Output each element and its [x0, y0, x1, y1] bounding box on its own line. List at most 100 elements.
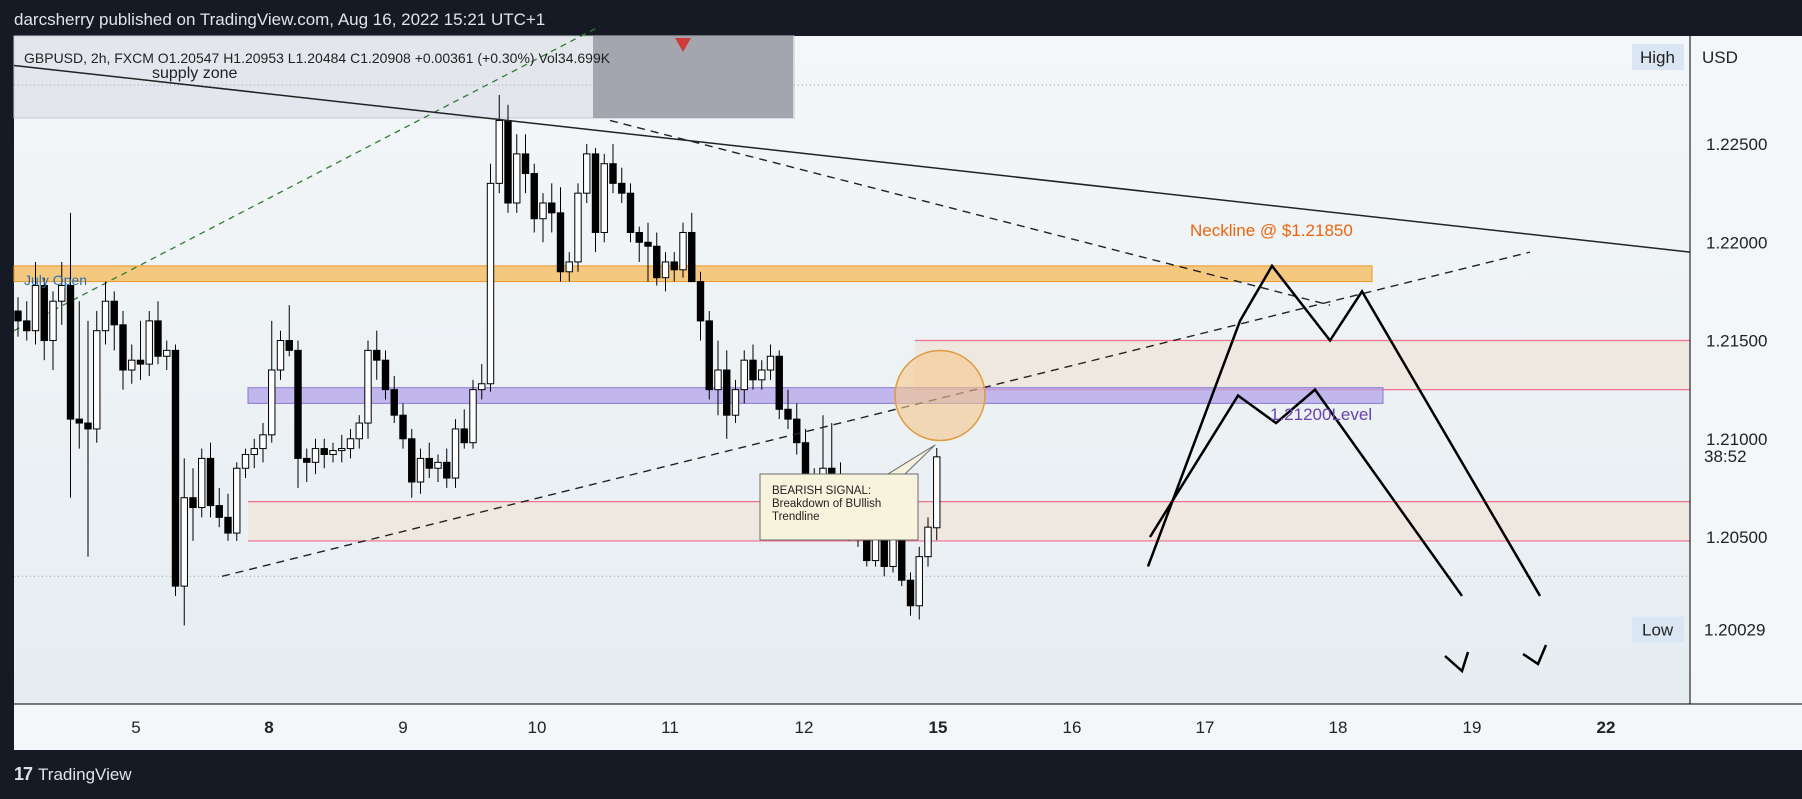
candle: [84, 320, 92, 557]
candle-body: [644, 241, 652, 247]
candle: [390, 375, 398, 424]
candle-body: [233, 467, 241, 534]
candle-body: [320, 448, 328, 455]
time-axis: [14, 704, 1802, 750]
candle-body: [189, 497, 197, 509]
x-tick-label: 8: [264, 718, 273, 737]
candle: [705, 311, 713, 400]
neckline-label: Neckline @ $1.21850: [1190, 221, 1353, 240]
candle-body: [609, 163, 617, 184]
candle-body: [259, 434, 267, 450]
candle-body: [906, 579, 915, 607]
x-tick-label: 12: [795, 718, 814, 737]
candle-body: [626, 192, 635, 233]
candle-body: [355, 422, 363, 440]
candle-body: [14, 310, 22, 322]
candle: [311, 438, 320, 475]
candle: [180, 458, 188, 626]
candle-body: [390, 389, 398, 416]
candle: [276, 330, 285, 380]
candle-body: [136, 359, 145, 365]
candle-body: [224, 516, 232, 534]
candle-body: [600, 163, 608, 233]
candle: [766, 344, 775, 380]
y-tick-label: 1.22000: [1706, 233, 1767, 252]
x-tick-label: 5: [131, 718, 140, 737]
candle: [215, 487, 223, 528]
candle: [530, 163, 538, 233]
candle: [775, 350, 783, 420]
supply-zone-dark-box: [593, 36, 793, 118]
x-tick-label: 9: [398, 718, 407, 737]
bullish-trendline-dashed: [221, 251, 1531, 577]
y-tick-label: 1.21500: [1706, 332, 1767, 351]
candle-body: [381, 359, 390, 391]
candle-body: [58, 285, 66, 302]
ohlc-legend: GBPUSD, 2h, FXCM O1.20547 H1.20953 L1.20…: [24, 50, 611, 66]
candle-body: [268, 369, 276, 436]
candle: [163, 340, 171, 370]
candle-body: [618, 182, 626, 194]
candle: [556, 187, 565, 282]
candle-body: [591, 153, 600, 233]
candle: [329, 442, 337, 463]
candle: [136, 320, 145, 380]
signal-callout-text: BEARISH SIGNAL:: [772, 485, 871, 497]
candle-body: [460, 428, 468, 444]
tradingview-footer[interactable]: 17 TradingView: [14, 764, 132, 785]
candle-body: [215, 505, 223, 518]
candle-body: [469, 389, 477, 444]
candle: [539, 193, 547, 243]
candle: [451, 419, 460, 488]
x-tick-label: 16: [1063, 718, 1082, 737]
candle-body: [303, 457, 311, 463]
candle-body: [425, 457, 433, 469]
candle-body: [539, 202, 547, 220]
candle-body: [163, 349, 171, 357]
candle: [49, 291, 57, 370]
candle: [31, 261, 40, 345]
candle-body: [670, 261, 678, 271]
candle-body: [635, 231, 643, 243]
candle: [933, 447, 941, 541]
candle: [793, 403, 801, 455]
event-marker-icon: [675, 38, 691, 52]
candle: [93, 311, 101, 443]
signal-callout-text: Trendline: [772, 511, 820, 523]
candle: [714, 340, 722, 416]
candle: [583, 144, 591, 203]
candle: [66, 212, 75, 498]
level-label: 1.21200Level: [1270, 405, 1372, 424]
candle: [40, 277, 48, 361]
currency-label: USD: [1702, 48, 1738, 67]
tradingview-logo-icon: 17: [14, 764, 33, 784]
arrow-head-2: [1522, 644, 1548, 666]
candle-body: [241, 453, 250, 469]
candle-body: [723, 369, 731, 416]
candle-body: [416, 457, 425, 483]
candle: [338, 434, 346, 463]
candle: [233, 462, 241, 541]
candle-body: [399, 414, 407, 440]
candle: [749, 344, 757, 390]
candle-body: [556, 212, 565, 273]
candle: [259, 423, 267, 463]
x-tick-label: 19: [1463, 718, 1482, 737]
candle-body: [933, 456, 941, 529]
low-label-bg: [1632, 616, 1684, 643]
low-value-label: 1.20029: [1704, 621, 1765, 640]
supply-zone-label: supply zone: [152, 65, 237, 82]
candle: [679, 222, 687, 278]
candle: [434, 454, 442, 482]
candle-body: [145, 320, 153, 365]
candle: [145, 311, 153, 376]
candle-body: [364, 349, 372, 424]
candle: [486, 163, 495, 392]
candle: [670, 252, 678, 282]
low-label: Low: [1642, 621, 1674, 640]
price-chart[interactable]: BEARISH SIGNAL:Breakdown of BUllishTrend…: [0, 0, 1802, 760]
y-tick-label: 1.22500: [1706, 135, 1767, 154]
candle: [740, 350, 748, 404]
candle: [460, 409, 468, 449]
candle-body: [329, 450, 337, 455]
